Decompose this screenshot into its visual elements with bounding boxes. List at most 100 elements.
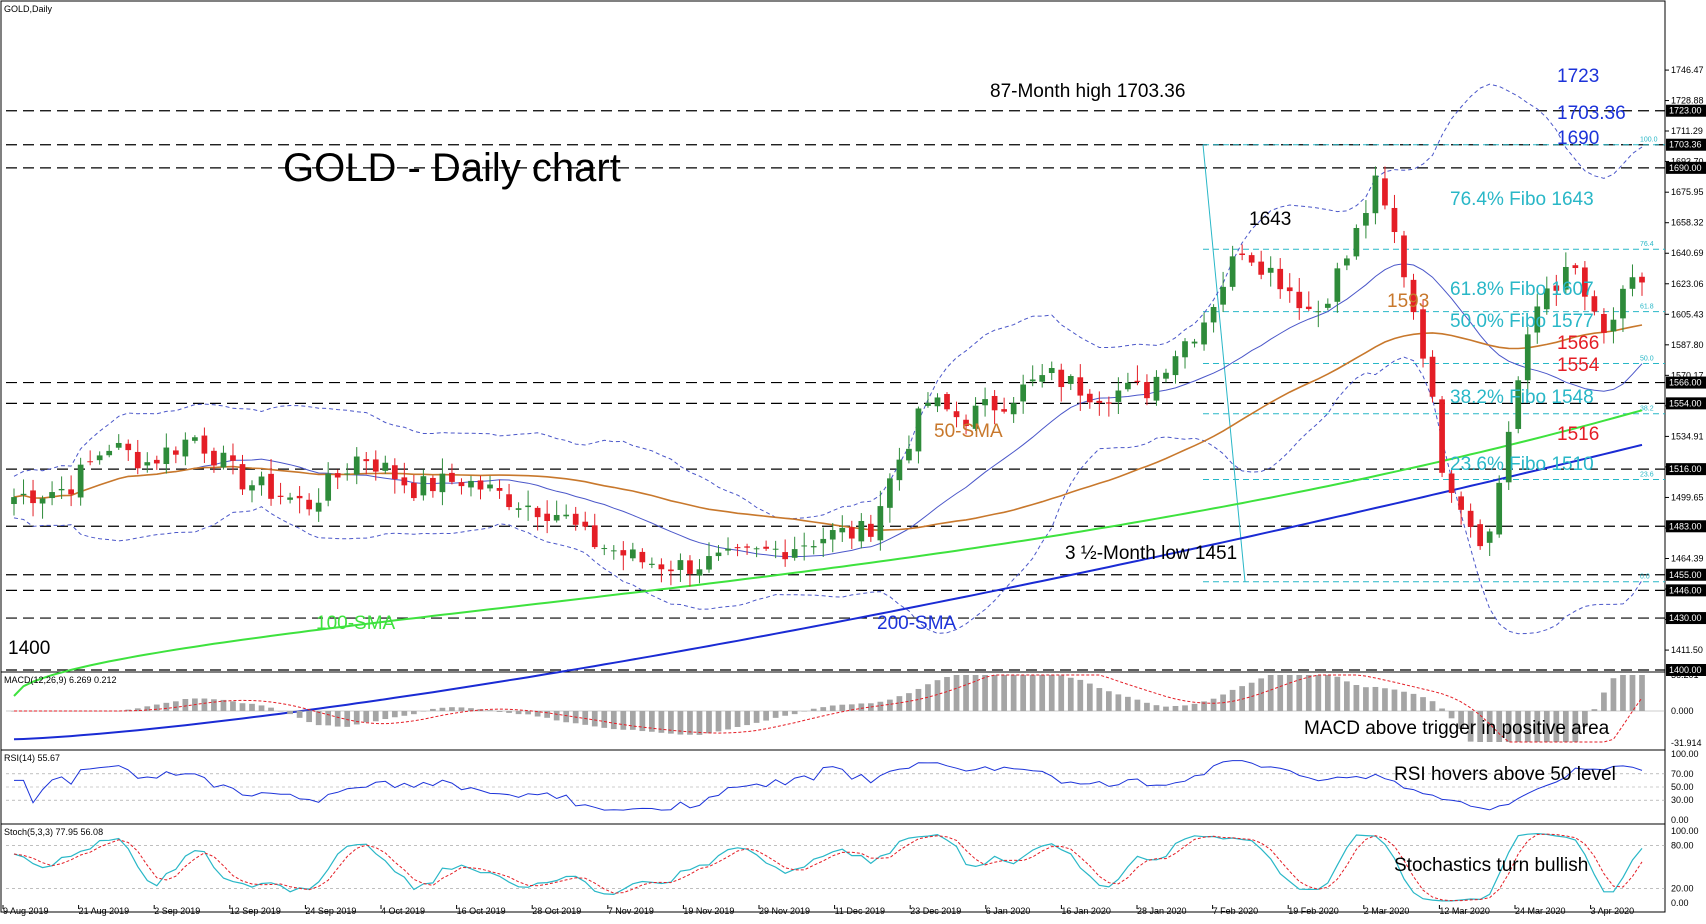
candle-body bbox=[925, 402, 931, 406]
macd-bar bbox=[744, 711, 750, 726]
candle-body bbox=[839, 527, 846, 533]
macd-bar bbox=[344, 711, 351, 727]
candle-body bbox=[734, 547, 741, 549]
macd-bar bbox=[1048, 675, 1055, 711]
price-level-box-label: 1723.00 bbox=[1669, 106, 1702, 116]
macd-bar bbox=[430, 708, 436, 711]
macd-bar bbox=[582, 711, 589, 725]
macd-bar bbox=[239, 703, 246, 711]
macd-bar bbox=[1153, 705, 1160, 711]
price-tick-label: 1728.88 bbox=[1671, 96, 1704, 106]
macd-bar bbox=[1448, 711, 1455, 719]
candle-body bbox=[125, 443, 132, 451]
price-tick-label: 1499.65 bbox=[1671, 492, 1704, 502]
macd-bar bbox=[1277, 675, 1284, 711]
macd-bar bbox=[1553, 711, 1560, 742]
macd-bar bbox=[334, 711, 341, 727]
macd-bar bbox=[725, 711, 731, 730]
fibo-tag: 0.0 bbox=[1640, 574, 1650, 581]
macd-bar bbox=[1496, 711, 1503, 742]
macd-bar bbox=[591, 711, 598, 727]
candle-body bbox=[706, 556, 712, 570]
candle-body bbox=[153, 459, 160, 464]
macd-bar bbox=[230, 701, 236, 711]
macd-bar bbox=[372, 711, 379, 722]
macd-bar bbox=[506, 711, 512, 713]
price-level-box-label: 1690.00 bbox=[1669, 163, 1702, 173]
macd-bar bbox=[1201, 701, 1207, 711]
macd-bar bbox=[401, 711, 408, 716]
macd-title: MACD(12,26,9) 6.269 0.212 bbox=[4, 675, 117, 685]
candle-body bbox=[115, 442, 122, 448]
macd-bar bbox=[1067, 677, 1074, 711]
candle-body bbox=[591, 525, 598, 548]
bollinger-lower-line bbox=[13, 356, 1643, 635]
candle-body bbox=[30, 490, 36, 504]
candle-body bbox=[649, 563, 655, 565]
candle-body bbox=[1363, 213, 1369, 226]
macd-bar bbox=[1391, 689, 1398, 711]
stoch-tick-label: 0.00 bbox=[1671, 898, 1689, 908]
macd-bar bbox=[829, 705, 836, 711]
price-level-box-label: 1554.00 bbox=[1669, 398, 1702, 408]
macd-bar bbox=[1077, 679, 1084, 711]
macd-bar bbox=[972, 675, 979, 711]
macd-bar bbox=[1286, 675, 1293, 711]
candle-body bbox=[1543, 288, 1550, 310]
price-level-box bbox=[1666, 397, 1706, 410]
macd-bar bbox=[172, 701, 179, 711]
macd-bar bbox=[839, 704, 846, 711]
macd-tick-label: 0.000 bbox=[1671, 706, 1694, 716]
candle-body bbox=[1248, 255, 1255, 263]
macd-bar bbox=[1172, 705, 1179, 711]
level-1566-label: 1566 bbox=[1557, 333, 1599, 354]
price-level-box bbox=[1666, 520, 1706, 533]
candle-body bbox=[1429, 356, 1436, 397]
candle-body bbox=[982, 399, 988, 406]
macd-bar bbox=[134, 708, 141, 711]
candle-body bbox=[1201, 322, 1207, 345]
candle-body bbox=[553, 514, 560, 521]
sma200-label: 200-SMA bbox=[877, 613, 957, 634]
candle-body bbox=[201, 435, 208, 454]
candle-body bbox=[106, 450, 113, 456]
macd-bar bbox=[953, 675, 960, 711]
macd-bar bbox=[1534, 711, 1541, 742]
rsi-tick-label: 70.00 bbox=[1671, 769, 1694, 779]
sma100-line bbox=[13, 409, 1643, 697]
candle-body bbox=[515, 508, 522, 510]
date-tick-label: 16 Jan 2020 bbox=[1061, 906, 1111, 916]
macd-bar bbox=[496, 711, 503, 712]
stoch-title: Stoch(5,3,3) 77.95 56.08 bbox=[4, 827, 103, 837]
price-tick-label: 1534.91 bbox=[1671, 431, 1704, 441]
macd-bar bbox=[963, 675, 969, 711]
date-tick-label: 12 Sep 2019 bbox=[230, 906, 281, 916]
price-tick-label: 1605.43 bbox=[1671, 309, 1704, 319]
macd-bar bbox=[563, 711, 570, 723]
macd-bar bbox=[1001, 675, 1007, 711]
macd-bar bbox=[287, 711, 293, 715]
price-level-box-label: 1483.00 bbox=[1669, 521, 1702, 531]
candle-body bbox=[1353, 227, 1360, 257]
macd-bar bbox=[991, 675, 998, 711]
candle-body bbox=[87, 461, 94, 463]
macd-bar bbox=[782, 711, 789, 716]
date-tick-label: 3 Apr 2020 bbox=[1591, 906, 1635, 916]
date-tick-label: 21 Aug 2019 bbox=[79, 906, 130, 916]
candle-body bbox=[639, 551, 646, 563]
macd-bar bbox=[306, 711, 312, 723]
candle-body bbox=[1562, 266, 1569, 290]
candle-body bbox=[1020, 384, 1027, 402]
fibo-tag: 23.6 bbox=[1640, 472, 1654, 479]
candle-body bbox=[1277, 268, 1284, 290]
candle-body bbox=[468, 480, 474, 488]
macd-bar bbox=[220, 699, 227, 711]
candle-body bbox=[1372, 175, 1379, 214]
macd-bar bbox=[1305, 675, 1312, 711]
macd-tick-label: -31.914 bbox=[1671, 738, 1702, 748]
candle-body bbox=[1220, 286, 1226, 305]
date-tick-label: 2 Sep 2019 bbox=[154, 906, 200, 916]
macd-bar bbox=[449, 707, 455, 711]
macd-bar bbox=[1296, 675, 1303, 711]
candle-body bbox=[477, 480, 484, 490]
